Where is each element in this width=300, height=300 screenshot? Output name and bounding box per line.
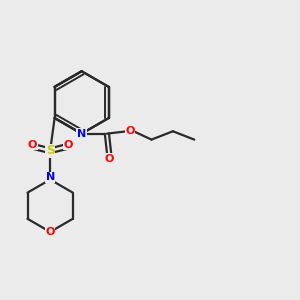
- Text: O: O: [63, 140, 73, 150]
- Text: N: N: [46, 172, 55, 182]
- Text: O: O: [28, 140, 37, 150]
- Text: N: N: [77, 129, 86, 139]
- Text: O: O: [125, 126, 135, 136]
- Text: O: O: [105, 154, 114, 164]
- Text: S: S: [46, 144, 55, 157]
- Text: O: O: [46, 227, 55, 237]
